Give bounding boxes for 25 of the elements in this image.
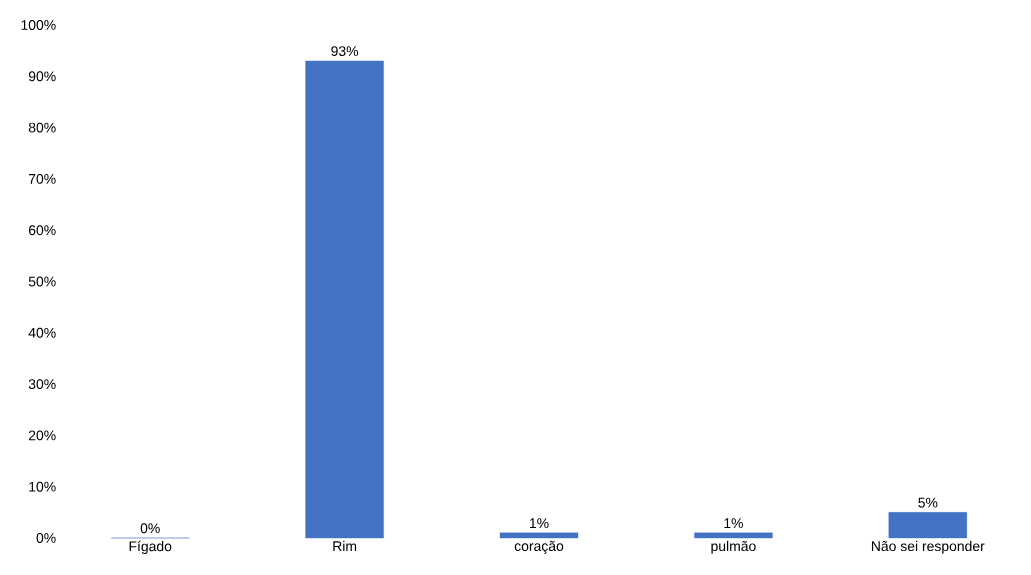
x-tick-label: Fígado (129, 540, 172, 555)
bar (888, 512, 968, 539)
y-tick-label: 100% (21, 20, 56, 30)
data-label: 0% (140, 523, 160, 534)
bar (305, 60, 384, 539)
y-tick-label: 20% (28, 430, 56, 441)
bar (694, 532, 773, 539)
data-label: 1% (724, 518, 743, 529)
bar (499, 532, 579, 539)
y-tick-label: 0% (36, 533, 56, 543)
x-tick-label: Rim (333, 540, 357, 551)
data-label: 1% (529, 518, 549, 529)
y-tick-label: 70% (28, 173, 56, 184)
y-tick-label: 60% (28, 225, 56, 236)
y-tick-label: 40% (28, 327, 56, 338)
x-tick-label: Não sei responder (871, 540, 985, 554)
x-tick-label: pulmão (711, 540, 756, 554)
y-tick-label: 80% (28, 122, 56, 133)
y-tick-label: 50% (28, 276, 56, 287)
x-tick-label: coração (514, 540, 564, 554)
y-tick-label: 90% (28, 71, 56, 82)
data-label: 93% (331, 46, 359, 57)
y-tick-label: 10% (29, 481, 56, 492)
data-label: 5% (918, 497, 938, 508)
y-tick-label: 30% (28, 379, 56, 390)
